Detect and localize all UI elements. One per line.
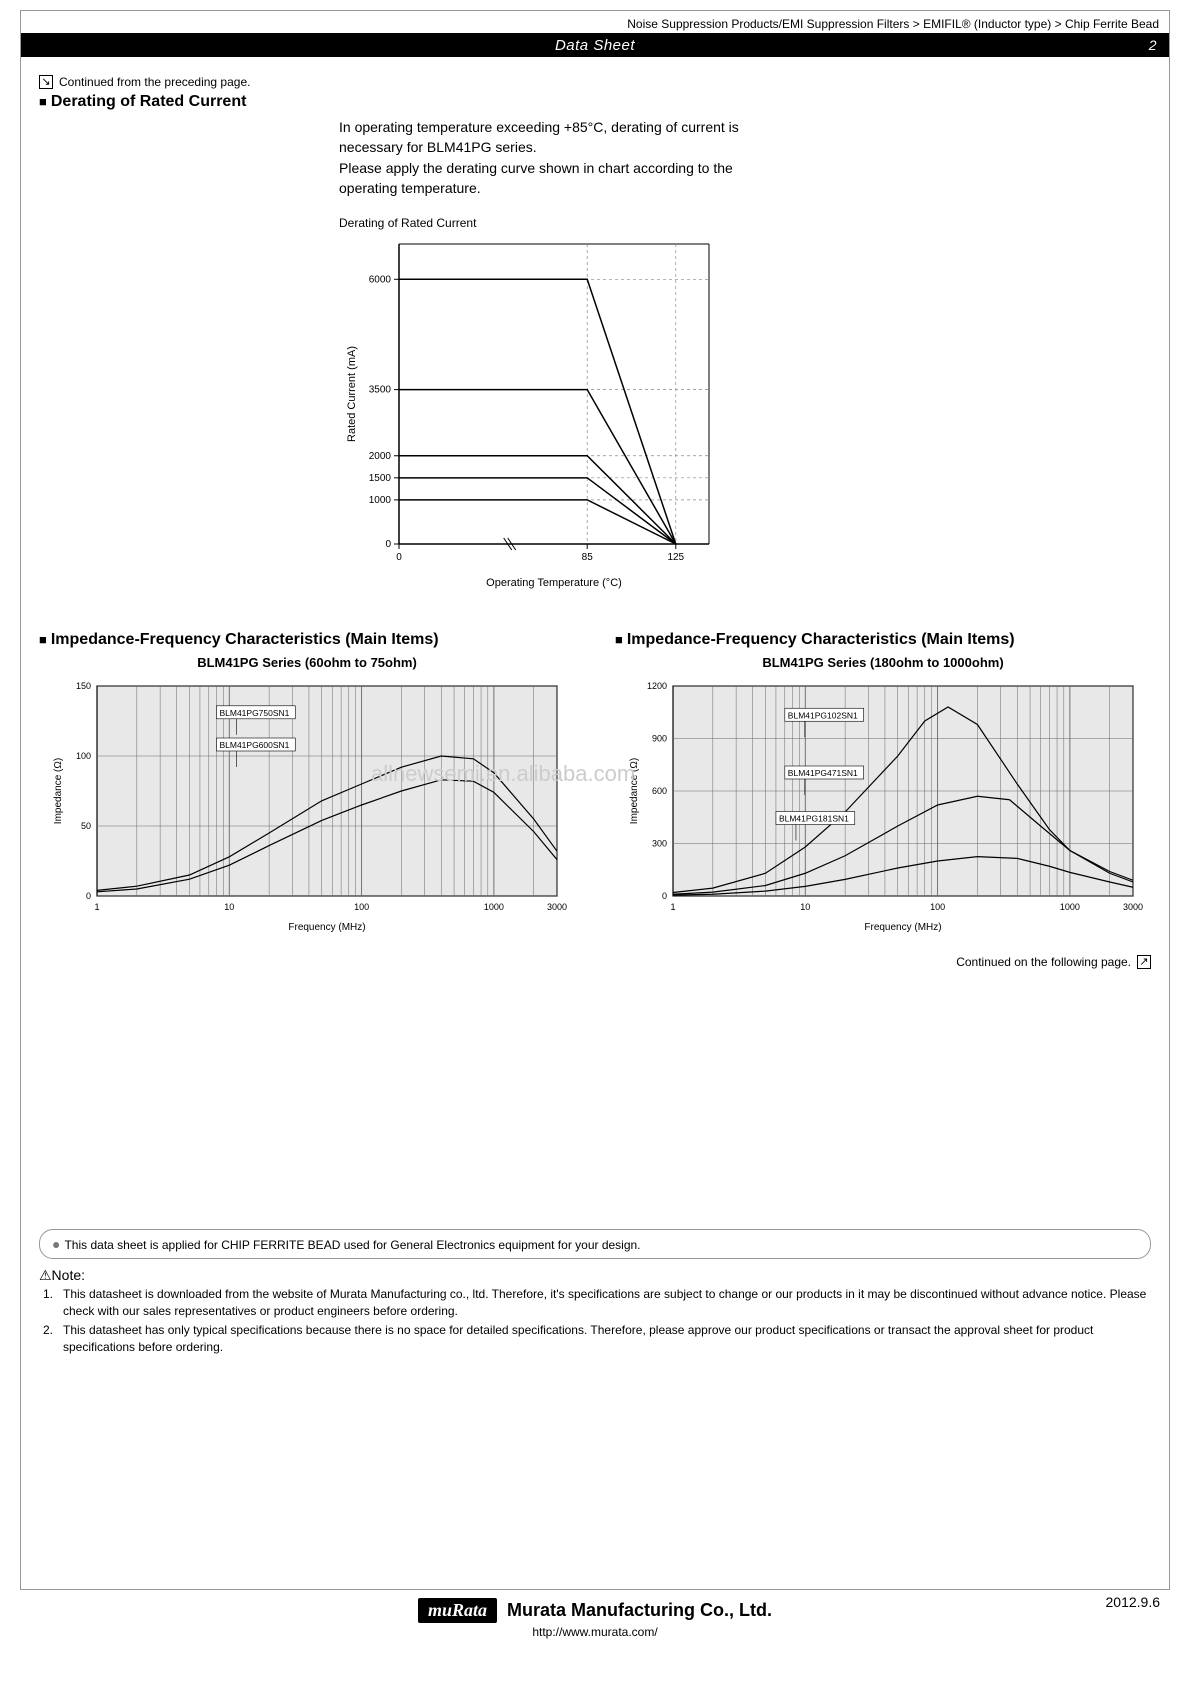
svg-text:600: 600 [652, 786, 667, 796]
impedance-right-col: ■ Impedance-Frequency Characteristics (Ma… [615, 629, 1151, 941]
svg-text:BLM41PG102SN1: BLM41PG102SN1 [788, 710, 858, 720]
svg-text:100: 100 [930, 902, 945, 912]
svg-text:900: 900 [652, 734, 667, 744]
svg-text:Frequency (MHz): Frequency (MHz) [864, 922, 941, 933]
section-derating-title: ■ Derating of Rated Current [39, 93, 1151, 111]
imp-right-title: ■ Impedance-Frequency Characteristics (Ma… [615, 631, 1151, 649]
svg-text:1000: 1000 [1060, 902, 1080, 912]
svg-text:0: 0 [385, 539, 391, 550]
imp-right-title-text: Impedance-Frequency Characteristics (Mai… [627, 631, 1015, 648]
impedance-left-col: ■ Impedance-Frequency Characteristics (Ma… [39, 629, 575, 941]
bullet-icon: ● [52, 1236, 60, 1252]
titlebar-title: Data Sheet [555, 37, 635, 54]
imp-right-subtitle: BLM41PG Series (180ohm to 1000ohm) [615, 655, 1151, 670]
square-bullet-icon: ■ [39, 632, 47, 647]
note-box: ● This data sheet is applied for CHIP FER… [39, 1229, 1151, 1259]
continued-next-text: Continued on the following page. [956, 955, 1131, 969]
derating-body: In operating temperature exceeding +85°C… [339, 117, 759, 198]
svg-text:10: 10 [224, 902, 234, 912]
footer: 2012.9.6 muRata Murata Manufacturing Co.… [0, 1598, 1190, 1653]
svg-text:0: 0 [662, 891, 667, 901]
derating-title-text: Derating of Rated Current [51, 93, 247, 110]
svg-text:Operating Temperature (°C): Operating Temperature (°C) [486, 577, 622, 589]
svg-text:0: 0 [396, 552, 402, 563]
footer-date: 2012.9.6 [1106, 1594, 1161, 1610]
svg-text:85: 85 [582, 552, 594, 563]
svg-text:300: 300 [652, 839, 667, 849]
svg-text:6000: 6000 [369, 274, 392, 285]
svg-text:BLM41PG750SN1: BLM41PG750SN1 [219, 708, 289, 718]
svg-text:3000: 3000 [1123, 902, 1143, 912]
svg-text:Frequency (MHz): Frequency (MHz) [288, 922, 365, 933]
footer-url[interactable]: http://www.murata.com/ [0, 1625, 1190, 1639]
svg-text:2000: 2000 [369, 451, 392, 462]
svg-text:Rated Current (mA): Rated Current (mA) [346, 346, 358, 442]
continued-from-prev: ↘ Continued from the preceding page. [39, 75, 1151, 89]
footer-logo-row: muRata Murata Manufacturing Co., Ltd. [0, 1598, 1190, 1623]
svg-text:10: 10 [800, 902, 810, 912]
svg-text:Impedance (Ω): Impedance (Ω) [53, 758, 64, 824]
content-area: ↘ Continued from the preceding page. ■ De… [21, 57, 1169, 1355]
arrow-down-left-icon: ↘ [39, 75, 53, 89]
svg-text:1200: 1200 [647, 681, 667, 691]
svg-text:3000: 3000 [547, 902, 567, 912]
svg-text:1000: 1000 [484, 902, 504, 912]
imp-left-title-text: Impedance-Frequency Characteristics (Mai… [51, 631, 439, 648]
company-name: Murata Manufacturing Co., Ltd. [507, 1600, 772, 1621]
imp-left-title: ■ Impedance-Frequency Characteristics (Ma… [39, 631, 575, 649]
continued-prev-text: Continued from the preceding page. [59, 75, 250, 89]
notes-list: 1.This datasheet is downloaded from the … [39, 1286, 1151, 1355]
murata-logo: muRata [418, 1598, 497, 1623]
page-number: 2 [1149, 37, 1157, 53]
imp-left-subtitle: BLM41PG Series (60ohm to 75ohm) [39, 655, 575, 670]
impedance-row: ■ Impedance-Frequency Characteristics (Ma… [39, 629, 1151, 941]
svg-text:BLM41PG600SN1: BLM41PG600SN1 [219, 740, 289, 750]
page-frame: Noise Suppression Products/EMI Suppressi… [20, 10, 1170, 1590]
svg-text:BLM41PG471SN1: BLM41PG471SN1 [788, 768, 858, 778]
notes-title: ⚠Note: [39, 1267, 1151, 1284]
svg-text:100: 100 [76, 751, 91, 761]
svg-text:1: 1 [94, 902, 99, 912]
svg-text:150: 150 [76, 681, 91, 691]
arrow-up-right-icon: ↗ [1137, 955, 1151, 969]
svg-text:50: 50 [81, 821, 91, 831]
svg-text:100: 100 [354, 902, 369, 912]
svg-text:1000: 1000 [369, 495, 392, 506]
square-bullet-icon: ■ [39, 94, 47, 109]
breadcrumb: Noise Suppression Products/EMI Suppressi… [21, 11, 1169, 33]
svg-text:125: 125 [667, 552, 684, 563]
svg-text:0: 0 [86, 891, 91, 901]
note-box-text: This data sheet is applied for CHIP FERR… [64, 1238, 640, 1252]
svg-text:3500: 3500 [369, 385, 392, 396]
titlebar: Data Sheet 2 [21, 33, 1169, 57]
impedance-chart-right: 0 300 600 900 1200 1 10 100 1000 3000 BLM41PG102SN… [615, 676, 1151, 936]
svg-text:1: 1 [670, 902, 675, 912]
svg-text:1500: 1500 [369, 473, 392, 484]
svg-text:Impedance (Ω): Impedance (Ω) [629, 758, 640, 824]
continued-next: Continued on the following page. ↗ [39, 955, 1151, 969]
derating-chart-caption: Derating of Rated Current [339, 216, 1151, 230]
impedance-chart-left: 0 50 100 150 1 10 100 1000 3000 BLM41PG750SN1 BLM4… [39, 676, 575, 936]
square-bullet-icon: ■ [615, 632, 623, 647]
derating-chart: 0 1000 1500 2000 3500 6000 0 85 125 Operating Tem… [339, 234, 719, 594]
svg-text:BLM41PG181SN1: BLM41PG181SN1 [779, 814, 849, 824]
